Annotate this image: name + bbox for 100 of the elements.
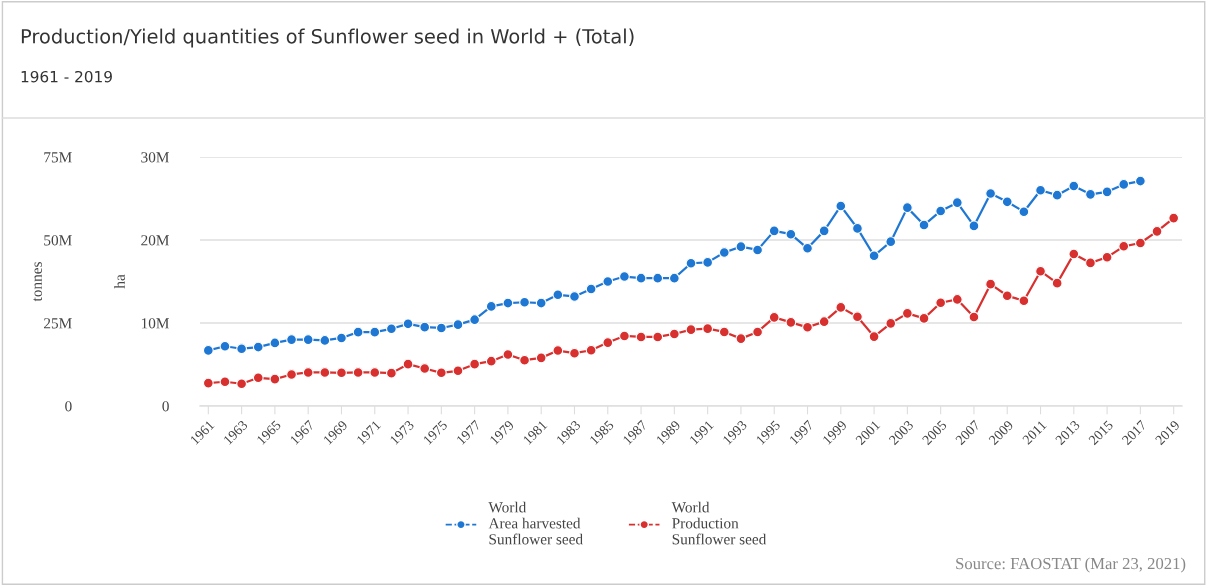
point (552, 345, 564, 356)
point (802, 321, 813, 333)
point (918, 312, 930, 324)
y-axis-title: ha (114, 274, 125, 289)
point (685, 257, 697, 269)
point (402, 358, 414, 370)
point (202, 344, 214, 356)
point (1035, 184, 1046, 196)
point (718, 247, 730, 258)
y-tick-label: 10M (141, 318, 169, 329)
point (835, 200, 847, 212)
point (802, 242, 813, 254)
point (519, 354, 530, 366)
point (286, 334, 297, 346)
point (768, 311, 780, 323)
point (852, 222, 863, 234)
point (918, 219, 930, 231)
point (635, 331, 647, 343)
point (1085, 257, 1096, 269)
point (752, 244, 763, 256)
point (968, 311, 980, 323)
point (1134, 237, 1146, 249)
point (1118, 178, 1130, 190)
point (668, 328, 680, 340)
point (252, 341, 264, 353)
point (718, 326, 730, 338)
point (569, 291, 580, 302)
point (968, 220, 980, 232)
point (835, 301, 847, 313)
point (1051, 189, 1063, 201)
point (469, 358, 481, 370)
point (435, 322, 447, 334)
point (818, 225, 830, 237)
point (219, 376, 231, 388)
point (885, 236, 897, 248)
y2-tick-label: 75M (44, 152, 72, 163)
point (236, 378, 248, 390)
y2-tick-label: 25M (44, 318, 72, 329)
point (619, 271, 630, 282)
point (402, 318, 414, 330)
point (552, 289, 564, 301)
point (951, 197, 963, 209)
point (951, 294, 963, 305)
point (1018, 295, 1030, 307)
source-note: Source: FAOSTAT (Mar 23, 2021) (956, 557, 1186, 573)
y-tick-label: 0 (162, 401, 169, 412)
point (668, 272, 680, 284)
point (236, 343, 248, 355)
point (901, 307, 913, 319)
point (419, 321, 431, 333)
point (1035, 265, 1046, 277)
legend-label: World Area harvested Sunflower seed (488, 501, 583, 545)
point (1068, 180, 1080, 192)
chart-title: Production/Yield quantities of Sunflower seed in World + (Total) (21, 28, 634, 48)
y-tick-label: 20M (141, 235, 169, 246)
point (1051, 277, 1063, 289)
point (352, 326, 364, 338)
point (1101, 251, 1113, 263)
point (985, 188, 997, 199)
point (1168, 212, 1180, 224)
point (269, 373, 281, 385)
point (785, 316, 797, 328)
point (585, 283, 597, 295)
point (1151, 225, 1163, 237)
y-tick-label: 30M (141, 152, 169, 163)
point (519, 296, 530, 308)
point (385, 367, 397, 379)
point (319, 367, 331, 378)
point (369, 326, 381, 338)
point (535, 297, 547, 309)
point (702, 256, 714, 268)
point (252, 372, 264, 384)
point (585, 344, 597, 356)
point (502, 297, 514, 309)
point (935, 205, 947, 217)
point (1118, 240, 1130, 252)
point (1134, 175, 1146, 187)
point (1101, 186, 1113, 198)
point (286, 369, 297, 380)
point (419, 363, 431, 374)
y2-tick-label: 50M (44, 235, 72, 246)
x-tick-label: 2011 (1021, 420, 1047, 445)
point (1068, 248, 1080, 260)
legend-label: World Production Sunflower seed (671, 501, 767, 545)
point (768, 225, 780, 237)
point (1001, 196, 1013, 208)
text: 1961 - 2019 (21, 70, 112, 83)
point (302, 367, 314, 378)
point (352, 367, 364, 378)
point (219, 340, 231, 352)
point (885, 317, 897, 329)
point (319, 335, 331, 346)
point (269, 337, 281, 349)
point (935, 297, 947, 309)
point (1018, 206, 1030, 218)
point (1001, 290, 1013, 302)
point (485, 300, 497, 312)
point (535, 352, 547, 364)
point (985, 278, 997, 290)
point (202, 377, 214, 389)
